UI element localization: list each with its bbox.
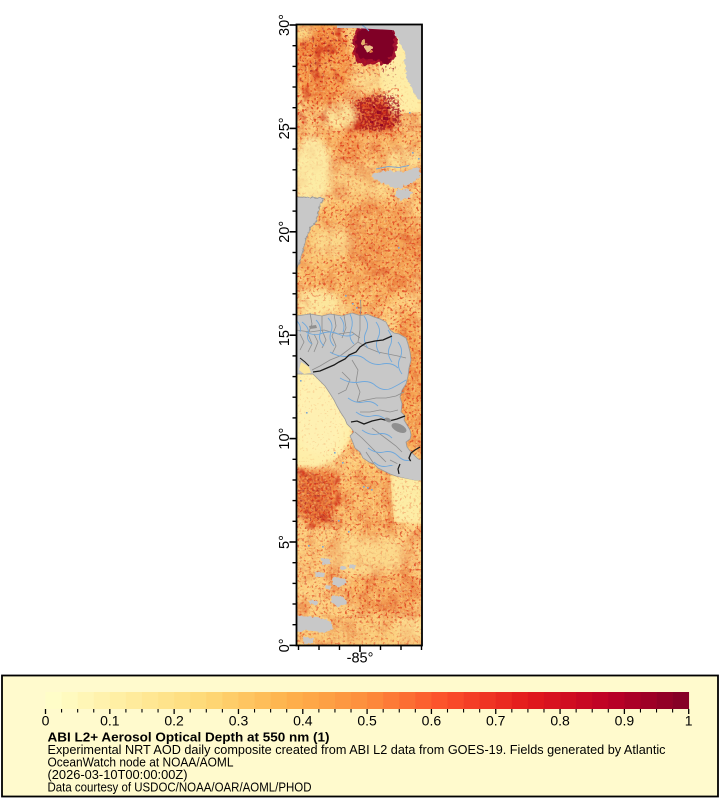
svg-text:30°: 30° — [277, 14, 293, 36]
svg-text:ABI L2+ Aerosol Optical Depth: ABI L2+ Aerosol Optical Depth at 550 nm … — [48, 730, 330, 745]
svg-text:0.6: 0.6 — [422, 713, 442, 729]
svg-text:1: 1 — [685, 713, 693, 729]
svg-text:0.1: 0.1 — [100, 713, 120, 729]
svg-text:0.2: 0.2 — [164, 713, 184, 729]
svg-text:0.5: 0.5 — [357, 713, 377, 729]
svg-text:0: 0 — [42, 713, 50, 729]
svg-text:0.7: 0.7 — [486, 713, 506, 729]
svg-text:25°: 25° — [277, 117, 293, 139]
svg-text:0.8: 0.8 — [550, 713, 570, 729]
svg-text:5°: 5° — [277, 535, 293, 549]
svg-text:15°: 15° — [277, 324, 293, 346]
svg-text:0.3: 0.3 — [229, 713, 249, 729]
svg-text:-85°: -85° — [347, 651, 374, 667]
svg-text:(2026-03-10T00:00:00Z): (2026-03-10T00:00:00Z) — [48, 767, 188, 782]
svg-text:0.4: 0.4 — [293, 713, 313, 729]
svg-text:Experimental NRT AOD daily com: Experimental NRT AOD daily composite cre… — [48, 742, 667, 757]
svg-text:20°: 20° — [277, 221, 293, 243]
svg-text:10°: 10° — [277, 428, 293, 450]
svg-text:0.9: 0.9 — [615, 713, 635, 729]
svg-text:Data courtesy of USDOC/NOAA/OA: Data courtesy of USDOC/NOAA/OAR/AOML/PHO… — [48, 780, 312, 795]
svg-text:OceanWatch node at NOAA/AOML: OceanWatch node at NOAA/AOML — [48, 755, 234, 770]
svg-text:0°: 0° — [277, 638, 293, 652]
